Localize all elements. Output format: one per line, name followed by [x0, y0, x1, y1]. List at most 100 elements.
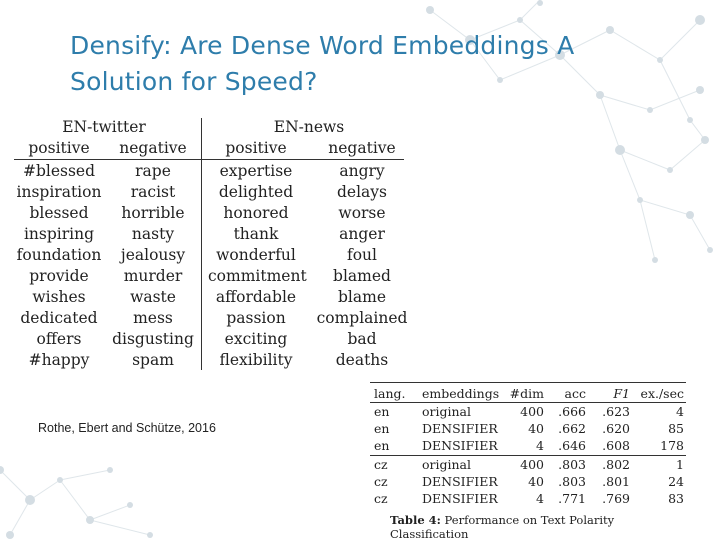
table-cell: en	[374, 421, 390, 436]
table-cell: DENSIFIER	[422, 421, 498, 436]
title-line-1: Densify: Are Dense Word Embeddings A	[70, 31, 575, 60]
table-cell: .646	[558, 438, 586, 453]
header-dim: #dim	[509, 386, 544, 401]
table-cell: rape	[135, 162, 171, 180]
table-top-rule	[370, 382, 686, 383]
group-rule	[370, 455, 686, 456]
table-cell: nasty	[131, 225, 175, 243]
table-row: #happy spam flexibility deaths	[14, 350, 408, 371]
table-cell: disgusting	[112, 330, 194, 348]
table-cell: cz	[374, 491, 388, 506]
table-cell: .620	[602, 421, 630, 436]
table-row: cz DENSIFIER 40 .803 .801 24	[364, 473, 686, 490]
table-row: inspiring nasty thank anger	[14, 224, 408, 245]
table-cell: .623	[602, 404, 630, 419]
table-cell: .662	[558, 421, 586, 436]
table-cell: inspiring	[23, 225, 95, 243]
header-rule	[370, 402, 686, 403]
table-cell: #blessed	[22, 162, 96, 180]
table-cell: blame	[338, 288, 386, 306]
table-cell: commitment	[208, 267, 307, 285]
table-row: inspiration racist delighted delays	[14, 182, 408, 203]
table-cell: 400	[520, 457, 544, 472]
table-row: en original 400 .666 .623 4	[364, 403, 686, 420]
table-cell: 40	[528, 474, 544, 489]
caption-text: Performance on Text Polarity Classificat…	[390, 513, 615, 541]
header-divider	[14, 159, 404, 160]
header-f1: F1	[613, 386, 630, 401]
table-cell: affordable	[215, 288, 297, 306]
table-cell: foundation	[16, 246, 102, 264]
table-cell: 24	[668, 474, 684, 489]
table-row: dedicated mess passion complained	[14, 308, 408, 329]
header-ex-per-sec: ex./sec	[640, 386, 684, 401]
table-cell: #happy	[28, 351, 90, 369]
table-cell: delighted	[218, 183, 294, 201]
table-cell: blamed	[333, 267, 391, 285]
table-cell: provide	[29, 267, 89, 285]
table-cell: horrible	[121, 204, 185, 222]
table-cell: .803	[558, 474, 586, 489]
table-cell: passion	[226, 309, 286, 327]
table-cell: anger	[339, 225, 385, 243]
table-cell: 40	[528, 421, 544, 436]
table-cell: foul	[346, 246, 377, 264]
table-row: offers disgusting exciting bad	[14, 329, 408, 350]
table-cell: 178	[660, 438, 684, 453]
table-row: cz original 400 .803 .802 1	[364, 456, 686, 473]
table-cell: 1	[676, 457, 684, 472]
table-cell: honored	[223, 204, 289, 222]
table-cell: thank	[233, 225, 279, 243]
table-cell: dedicated	[20, 309, 98, 327]
subheader-negative: negative	[328, 139, 396, 157]
table-cell: en	[374, 438, 390, 453]
table-caption: Table 4: Performance on Text Polarity Cl…	[390, 513, 686, 541]
table-cell: deaths	[335, 351, 389, 369]
word-polarity-table: EN-twitter EN-news positive negative pos…	[14, 116, 408, 374]
table-cell: delays	[336, 183, 387, 201]
table-cell: offers	[36, 330, 82, 348]
table-cell: worse	[338, 204, 386, 222]
table-cell: .769	[602, 491, 630, 506]
table-cell: DENSIFIER	[422, 438, 498, 453]
header-embeddings: embeddings	[422, 386, 500, 401]
table-cell: inspiration	[16, 183, 102, 201]
table-cell: cz	[374, 474, 388, 489]
table-cell: flexibility	[219, 351, 293, 369]
subheader-positive: positive	[225, 139, 287, 157]
table-cell: angry	[339, 162, 385, 180]
table-row: provide murder commitment blamed	[14, 266, 408, 287]
table-cell: blessed	[29, 204, 89, 222]
table-cell: .801	[602, 474, 630, 489]
slide-title: Densify: Are Dense Word Embeddings A Sol…	[70, 28, 690, 100]
table-cell: 4	[536, 438, 544, 453]
table-cell: cz	[374, 457, 388, 472]
table-cell: murder	[123, 267, 183, 285]
table-cell: en	[374, 404, 390, 419]
table-cell: waste	[130, 288, 176, 306]
citation: Rothe, Ebert and Schütze, 2016	[38, 421, 216, 435]
table-cell: racist	[130, 183, 176, 201]
table-cell: jealousy	[120, 246, 186, 264]
table-row: foundation jealousy wonderful foul	[14, 245, 408, 266]
table-cell: original	[422, 404, 471, 419]
header-lang: lang.	[374, 386, 406, 401]
table-cell: .802	[602, 457, 630, 472]
table-row: #blessed rape expertise angry	[14, 161, 408, 182]
table-cell: original	[422, 457, 471, 472]
table-row: en DENSIFIER 4 .646 .608 178	[364, 437, 686, 454]
table-cell: spam	[132, 351, 174, 369]
table-row: en DENSIFIER 40 .662 .620 85	[364, 420, 686, 437]
table-cell: DENSIFIER	[422, 474, 498, 489]
table-row: wishes waste affordable blame	[14, 287, 408, 308]
title-line-2: Solution for Speed?	[70, 67, 318, 96]
table-cell: wishes	[32, 288, 86, 306]
table-row: cz DENSIFIER 4 .771 .769 83	[364, 490, 686, 507]
table-cell: bad	[347, 330, 377, 348]
table-cell: mess	[133, 309, 173, 327]
table-cell: expertise	[219, 162, 293, 180]
table-cell: 85	[668, 421, 684, 436]
table-cell: complained	[316, 309, 408, 327]
table-cell: .666	[558, 404, 586, 419]
